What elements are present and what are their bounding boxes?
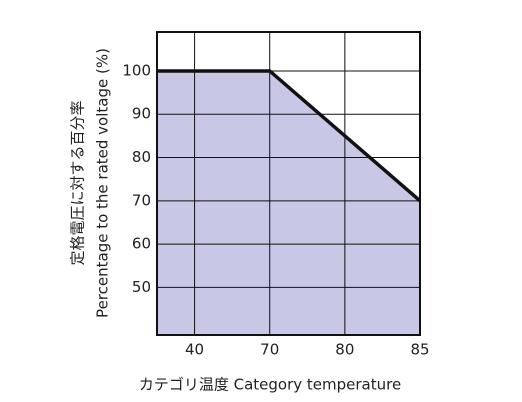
- y-tick-label: 80: [132, 148, 151, 166]
- y-axis-label: Percentage to the rated voltage (%): [94, 48, 112, 318]
- area: [157, 70, 420, 335]
- y-axis-label: 定格電圧に対する百分率: [69, 100, 87, 265]
- x-tick-label: 80: [335, 341, 354, 359]
- y-tick-label: 70: [132, 191, 151, 209]
- plot-frame: [156, 31, 421, 336]
- x-axis-label: カテゴリ温度 Category temperature: [139, 376, 401, 394]
- line: [157, 69, 422, 203]
- x-tick-label: 40: [185, 341, 204, 359]
- y-tick-label: 90: [132, 105, 151, 123]
- y-tick-label: 100: [122, 61, 151, 79]
- x-tick-label: 70: [260, 341, 279, 359]
- y-tick-label: 50: [132, 278, 151, 296]
- x-tick-label: 85: [410, 341, 429, 359]
- y-tick-label: 60: [132, 235, 151, 253]
